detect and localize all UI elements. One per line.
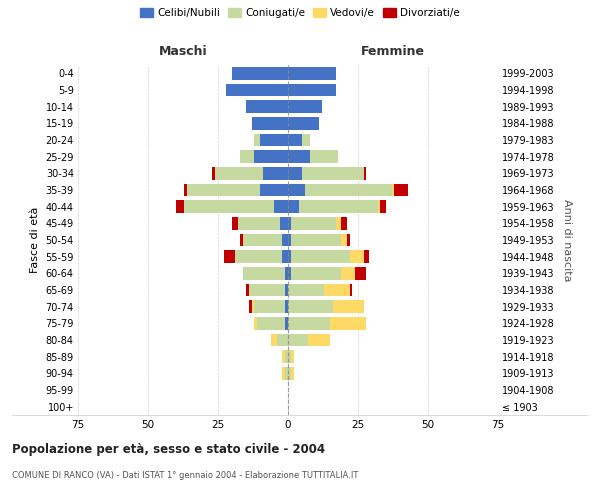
Bar: [380, 200, 386, 213]
Bar: [288, 84, 335, 96]
Bar: [243, 234, 283, 246]
Bar: [288, 317, 330, 330]
Bar: [333, 300, 364, 313]
Y-axis label: Anni di nascita: Anni di nascita: [562, 198, 572, 281]
Legend: Celibi/Nubili, Coniugati/e, Vedovi/e, Divorziati/e: Celibi/Nubili, Coniugati/e, Vedovi/e, Di…: [140, 8, 460, 18]
Bar: [285, 350, 288, 363]
Bar: [232, 217, 238, 230]
Text: Maschi: Maschi: [158, 45, 208, 58]
Bar: [241, 150, 254, 163]
Bar: [291, 367, 293, 380]
Bar: [302, 134, 310, 146]
Bar: [226, 84, 288, 96]
Bar: [285, 284, 288, 296]
Bar: [341, 234, 347, 246]
Bar: [302, 167, 364, 179]
Bar: [288, 134, 302, 146]
Bar: [288, 117, 319, 130]
Bar: [288, 367, 291, 380]
Bar: [249, 300, 251, 313]
Text: Femmine: Femmine: [361, 45, 425, 58]
Bar: [263, 167, 288, 179]
Bar: [238, 217, 280, 230]
Bar: [288, 300, 333, 313]
Bar: [283, 350, 285, 363]
Text: COMUNE DI RANCO (VA) - Dati ISTAT 1° gennaio 2004 - Elaborazione TUTTITALIA.IT: COMUNE DI RANCO (VA) - Dati ISTAT 1° gen…: [12, 471, 358, 480]
Bar: [335, 217, 341, 230]
Bar: [280, 217, 288, 230]
Bar: [288, 234, 291, 246]
Bar: [285, 300, 288, 313]
Bar: [288, 334, 308, 346]
Bar: [232, 67, 288, 80]
Bar: [285, 367, 288, 380]
Text: Popolazione per età, sesso e stato civile - 2004: Popolazione per età, sesso e stato civil…: [12, 442, 325, 456]
Bar: [308, 334, 330, 346]
Bar: [288, 100, 322, 113]
Bar: [291, 350, 293, 363]
Bar: [283, 250, 288, 263]
Bar: [355, 267, 367, 280]
Bar: [392, 184, 394, 196]
Bar: [243, 267, 285, 280]
Y-axis label: Fasce di età: Fasce di età: [30, 207, 40, 273]
Bar: [212, 167, 215, 179]
Bar: [291, 217, 335, 230]
Bar: [277, 334, 288, 346]
Bar: [254, 300, 285, 313]
Bar: [341, 217, 347, 230]
Bar: [271, 334, 277, 346]
Bar: [274, 200, 288, 213]
Bar: [330, 317, 367, 330]
Bar: [341, 267, 355, 280]
Bar: [246, 284, 249, 296]
Bar: [241, 234, 243, 246]
Bar: [224, 250, 235, 263]
Bar: [251, 300, 254, 313]
Bar: [283, 367, 285, 380]
Bar: [235, 250, 283, 263]
Bar: [291, 250, 350, 263]
Bar: [347, 234, 350, 246]
Bar: [299, 200, 377, 213]
Bar: [257, 317, 285, 330]
Bar: [350, 284, 352, 296]
Bar: [285, 267, 288, 280]
Bar: [288, 284, 325, 296]
Bar: [285, 317, 288, 330]
Bar: [249, 284, 285, 296]
Bar: [394, 184, 409, 196]
Bar: [184, 184, 187, 196]
Bar: [260, 184, 288, 196]
Bar: [254, 134, 260, 146]
Bar: [254, 317, 257, 330]
Bar: [283, 234, 288, 246]
Bar: [325, 284, 350, 296]
Bar: [291, 267, 341, 280]
Bar: [350, 250, 364, 263]
Bar: [288, 217, 291, 230]
Bar: [246, 100, 288, 113]
Bar: [288, 350, 291, 363]
Bar: [254, 150, 288, 163]
Bar: [184, 200, 274, 213]
Bar: [377, 200, 380, 213]
Bar: [310, 150, 338, 163]
Bar: [215, 167, 263, 179]
Bar: [288, 250, 291, 263]
Bar: [288, 167, 302, 179]
Bar: [288, 67, 335, 80]
Bar: [251, 117, 288, 130]
Bar: [364, 250, 369, 263]
Bar: [176, 200, 184, 213]
Bar: [364, 167, 367, 179]
Bar: [288, 200, 299, 213]
Bar: [288, 267, 291, 280]
Bar: [288, 150, 310, 163]
Bar: [260, 134, 288, 146]
Bar: [187, 184, 260, 196]
Bar: [291, 234, 341, 246]
Bar: [305, 184, 392, 196]
Bar: [288, 184, 305, 196]
